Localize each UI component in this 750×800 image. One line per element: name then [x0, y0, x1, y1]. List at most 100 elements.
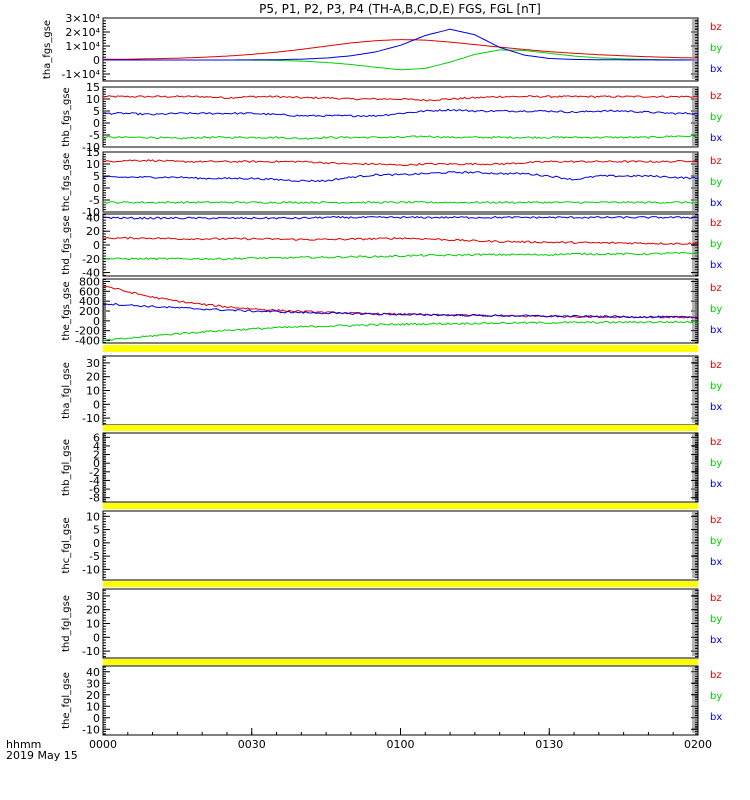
- legend-bx: bx: [710, 479, 722, 490]
- legend-bx: bx: [710, 133, 722, 144]
- ytick-label: -6: [89, 483, 100, 496]
- legend-bz: bz: [710, 437, 722, 448]
- ytick-label: 0: [93, 182, 100, 195]
- flag-bar: [103, 345, 698, 352]
- ytick-label: 15: [86, 81, 100, 94]
- series-line-bx: [102, 171, 699, 183]
- ytick-label: 30: [86, 357, 100, 370]
- series-line-bx: [102, 108, 699, 118]
- ytick-label: 600: [79, 285, 100, 298]
- ytick-label: 2×10⁴: [65, 26, 100, 39]
- panel-ylabel: thd_fgs_gse: [61, 215, 72, 274]
- series-line-bz: [103, 39, 698, 60]
- ytick-label: 10: [86, 700, 100, 713]
- panel-1-frame: [102, 17, 699, 82]
- panel-ylabel: thc_fgs_gse: [61, 153, 72, 212]
- ytick-label: 15: [86, 146, 100, 159]
- legend-bx: bx: [710, 557, 722, 568]
- series-line-bz: [102, 159, 699, 167]
- series-line-by: [102, 200, 699, 204]
- legend-by: by: [710, 304, 722, 315]
- series-line-bx: [102, 215, 699, 220]
- ytick-label: 10: [86, 510, 100, 523]
- ytick-label: 40: [86, 666, 100, 679]
- legend-by: by: [710, 112, 722, 123]
- panel-ylabel: thc_fgl_gse: [61, 517, 72, 573]
- ytick-label: 800: [79, 275, 100, 288]
- legend-bx: bx: [710, 402, 722, 413]
- ytick-label: -10: [82, 206, 100, 219]
- date-label: 2019 May 15: [6, 749, 78, 762]
- series-line-bz: [102, 236, 699, 246]
- ytick-label: -10: [82, 723, 100, 736]
- legend-bx: bx: [710, 635, 722, 646]
- panel-ylabel: thd_fgl_gse: [61, 595, 72, 652]
- ytick-label: 30: [86, 677, 100, 690]
- legend-by: by: [710, 536, 722, 547]
- ytick-label: -8: [89, 492, 100, 505]
- ytick-label: -4: [89, 474, 100, 487]
- flag-bar: [103, 659, 698, 665]
- ytick-label: -10: [82, 645, 100, 658]
- series-line-bz: [102, 95, 699, 102]
- ytick-label: 0: [93, 117, 100, 130]
- panel-4-frame: [102, 213, 699, 277]
- flag-bar: [103, 581, 698, 587]
- legend-bx: bx: [710, 260, 722, 271]
- ytick-label: 400: [79, 295, 100, 308]
- legend-by: by: [710, 458, 722, 469]
- ytick-label: -10: [82, 141, 100, 154]
- ytick-label: 10: [86, 385, 100, 398]
- panel-ylabel: the_fgs_gse: [61, 281, 72, 340]
- panel-10-frame: [102, 665, 699, 736]
- ytick-label: -10: [82, 412, 100, 425]
- legend-bz: bz: [710, 22, 722, 33]
- ytick-label: 0: [93, 398, 100, 411]
- time-axis-unit-label: hhmm: [6, 738, 41, 751]
- xtick-label: 0100: [387, 738, 415, 751]
- panel-ylabel: the_fgl_gse: [61, 672, 72, 729]
- xtick-label: 0030: [238, 738, 266, 751]
- ytick-label: 20: [86, 689, 100, 702]
- ytick-label: -200: [75, 325, 100, 338]
- legend-bx: bx: [710, 712, 722, 723]
- panel-6-frame: [102, 355, 699, 426]
- ytick-label: -40: [82, 267, 100, 280]
- ytick-label: 6: [93, 431, 100, 444]
- ytick-label: -2: [89, 466, 100, 479]
- ytick-label: 1×10⁴: [65, 40, 100, 53]
- legend-bz: bz: [710, 156, 722, 167]
- panel-8-frame: [102, 510, 699, 581]
- series-line-bx: [102, 302, 699, 319]
- ytick-label: 20: [86, 371, 100, 384]
- ytick-label: 40: [86, 211, 100, 224]
- panel-ylabel: tha_fgl_gse: [61, 362, 72, 419]
- panel-5-frame: [102, 278, 699, 344]
- xtick-label: 0130: [535, 738, 563, 751]
- ytick-label: 2: [93, 449, 100, 462]
- legend-by: by: [710, 614, 722, 625]
- series-line-by: [102, 134, 699, 140]
- legend-bz: bz: [710, 283, 722, 294]
- ytick-label: 0: [93, 239, 100, 252]
- panel-9-frame: [102, 588, 699, 659]
- ytick-label: -5: [89, 550, 100, 563]
- ytick-label: 5: [93, 170, 100, 183]
- legend-bz: bz: [710, 593, 722, 604]
- legend-bz: bz: [710, 670, 722, 681]
- legend-by: by: [710, 177, 722, 188]
- ytick-label: 0: [93, 54, 100, 67]
- ytick-label: 0: [93, 631, 100, 644]
- ytick-label: 5: [93, 105, 100, 118]
- ytick-label: -20: [82, 253, 100, 266]
- flag-bar: [103, 503, 698, 509]
- panel-ylabel: thb_fgl_gse: [61, 439, 72, 496]
- legend-by: by: [710, 691, 722, 702]
- ytick-label: -10: [82, 563, 100, 576]
- ytick-label: 0: [93, 712, 100, 725]
- legend-bx: bx: [710, 198, 722, 209]
- series-line-bx: [103, 28, 698, 61]
- ytick-label: 0: [93, 537, 100, 550]
